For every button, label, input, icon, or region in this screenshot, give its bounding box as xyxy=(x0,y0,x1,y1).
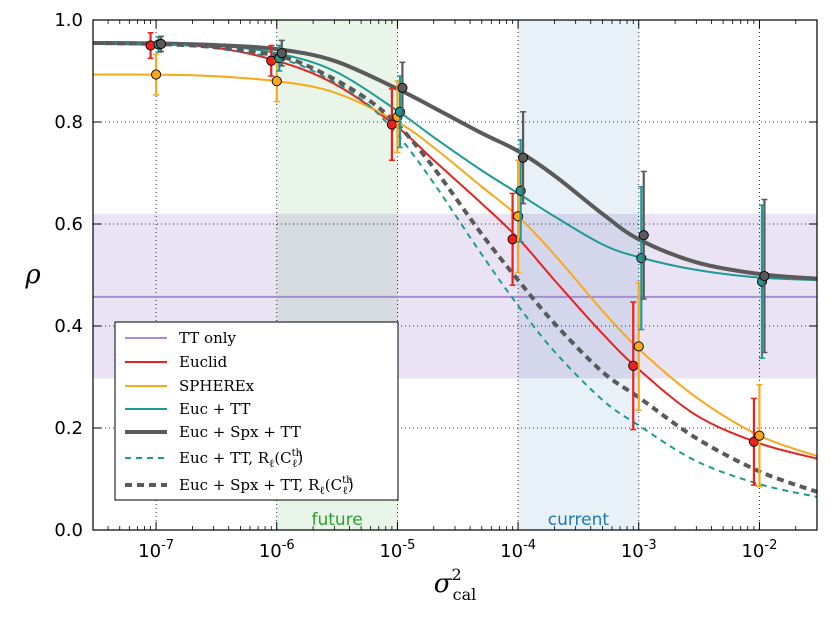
data-point xyxy=(271,76,282,87)
current-band xyxy=(518,20,639,530)
x-axis-label: σ2 cal xyxy=(434,565,477,604)
y-tick-label: 0.8 xyxy=(54,112,83,133)
band-labels: future current xyxy=(311,510,609,530)
legend-label: SPHEREx xyxy=(179,377,255,395)
data-point xyxy=(518,152,529,163)
data-point xyxy=(754,430,765,441)
x-axis-label-sup: 2 xyxy=(451,565,461,584)
data-point xyxy=(759,270,770,282)
y-tick-label: 0.2 xyxy=(54,418,83,439)
data-point xyxy=(156,38,167,50)
x-tick-exp: -5 xyxy=(402,538,415,553)
band-label-future: future xyxy=(311,510,362,530)
x-tick-label: 10-7 xyxy=(138,538,174,562)
series-line-euc-tt-r-c xyxy=(93,42,817,498)
series-line-euc-spx-tt xyxy=(93,41,817,281)
legend-box xyxy=(114,321,399,501)
y-tick-label: 0.4 xyxy=(54,316,83,337)
y-tick-label: 0.0 xyxy=(54,520,83,541)
series-line-euc-spx-tt-r-c xyxy=(93,41,817,494)
data-point xyxy=(276,48,287,59)
x-tick-base: 10 xyxy=(379,541,402,562)
data-point xyxy=(151,69,162,80)
x-axis-label-sub: cal xyxy=(453,585,477,604)
x-tick-label: 10-4 xyxy=(500,538,536,562)
data-point xyxy=(628,360,639,371)
x-tick-exp: -2 xyxy=(764,538,777,553)
data-point xyxy=(633,341,644,352)
x-tick-exp: -4 xyxy=(523,538,536,553)
legend-label: Euc + Spx + TT xyxy=(179,423,301,441)
x-tick-base: 10 xyxy=(138,541,161,562)
data-point xyxy=(638,230,649,241)
band-label-current: current xyxy=(548,510,610,530)
data-point xyxy=(397,82,408,93)
legend-label: TT only xyxy=(179,329,237,347)
x-axis-label-base: σ xyxy=(434,569,453,599)
x-tick-base: 10 xyxy=(741,541,764,562)
x-tick-label: 10-6 xyxy=(259,538,295,562)
series-layer xyxy=(93,41,817,498)
x-tick-label: 10-3 xyxy=(621,538,657,562)
x-tick-exp: -6 xyxy=(282,538,295,553)
series-line-spherex xyxy=(93,73,817,458)
legend: TT only Euclid SPHEREx Euc + TT Euc + Spx + … xyxy=(114,321,399,501)
data-point xyxy=(507,234,518,245)
x-tick-base: 10 xyxy=(259,541,282,562)
y-tick-label: 0.6 xyxy=(54,214,83,235)
legend-label: Euc + TT, Rℓ(Cth ℓ) xyxy=(179,448,303,470)
x-tick-base: 10 xyxy=(500,541,523,562)
x-tick-exp: -3 xyxy=(644,538,657,553)
legend-label: Euclid xyxy=(179,353,228,371)
x-tick-label: 10-2 xyxy=(741,538,777,562)
x-tick-base: 10 xyxy=(621,541,644,562)
legend-label: Euc + Spx + TT, Rℓ(Cth ℓ) xyxy=(179,475,354,497)
legend-label: Euc + TT xyxy=(179,400,250,418)
axis-ticks: 10-7 10-6 10-5 10-4 10-3 10-20.00.20.40.60.81… xyxy=(54,10,817,562)
x-tick-exp: -7 xyxy=(161,538,174,553)
y-axis-label: ρ xyxy=(24,260,41,290)
x-tick-label: 10-5 xyxy=(379,538,415,562)
data-markers xyxy=(145,32,770,488)
y-tick-label: 1.0 xyxy=(54,10,83,31)
